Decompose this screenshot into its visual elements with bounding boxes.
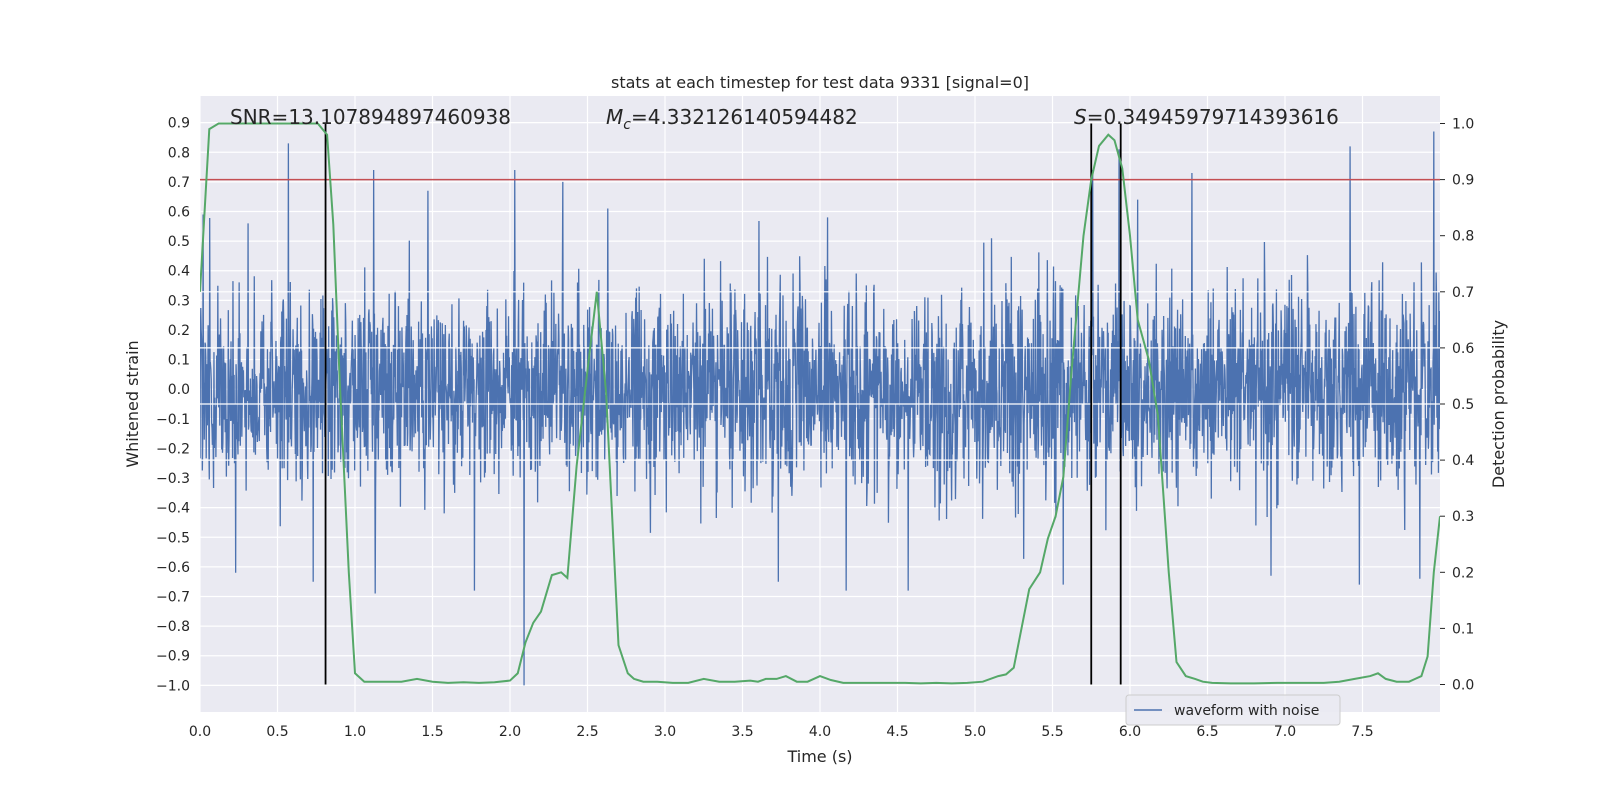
y2-tick-label: 0.0 <box>1452 678 1474 694</box>
y-tick-label: −1.0 <box>156 678 190 694</box>
s-annotation: S=0.34945979714393616 <box>1074 105 1339 129</box>
x-tick-label: 1.5 <box>421 724 443 740</box>
x-tick-label: 2.5 <box>576 724 598 740</box>
x-axis-label: Time (s) <box>786 747 852 766</box>
y-tick-label: 0.7 <box>168 175 190 191</box>
s-value: =0.34945979714393616 <box>1087 105 1339 129</box>
waveform-series <box>200 131 1440 686</box>
mc-value: =4.332126140594482 <box>631 105 858 129</box>
x-tick-label: 4.0 <box>809 724 831 740</box>
snr-prefix: SNR= <box>230 105 288 129</box>
chart-title: stats at each timestep for test data 933… <box>611 73 1029 92</box>
x-tick-label: 5.0 <box>964 724 986 740</box>
x-tick-label: 3.5 <box>731 724 753 740</box>
x-tick-label: 7.5 <box>1351 724 1373 740</box>
y-tick-label: −0.9 <box>156 649 190 665</box>
y-tick-label: 0.8 <box>168 145 190 161</box>
y-tick-label: −0.6 <box>156 560 190 576</box>
y2-tick-label: 0.4 <box>1452 453 1474 469</box>
x-tick-label: 1.0 <box>344 724 366 740</box>
y-tick-label: −0.8 <box>156 619 190 635</box>
y2-tick-label: 0.6 <box>1452 341 1474 357</box>
y2-tick-label: 0.1 <box>1452 621 1474 637</box>
x-tick-label: 6.0 <box>1119 724 1141 740</box>
y-axis-ticks: −1.0 −0.9 −0.8 −0.7 −0.6 −0.5 −0.4 −0.3 −0.2 −0.1… <box>156 116 190 695</box>
y-tick-label: 0.0 <box>168 382 190 398</box>
y-tick-label: −0.1 <box>156 412 190 428</box>
mc-symbol: M <box>606 105 623 129</box>
y2-tick-label: 1.0 <box>1452 116 1474 132</box>
chirp-mass-annotation: Mc=4.332126140594482 <box>606 105 858 133</box>
x-tick-label: 5.5 <box>1041 724 1063 740</box>
s-symbol: S <box>1074 105 1087 129</box>
y2-tick-label: 0.5 <box>1452 397 1474 413</box>
y-tick-label: −0.4 <box>156 501 190 517</box>
legend-entry: waveform with noise <box>1174 703 1319 719</box>
y-tick-label: 0.4 <box>168 264 190 280</box>
x-tick-label: 6.5 <box>1196 724 1218 740</box>
snr-annotation: SNR=13.107894897460938 <box>230 105 511 129</box>
legend-box <box>1125 694 1341 726</box>
x-tick-label: 3.0 <box>654 724 676 740</box>
y-tick-label: 0.2 <box>168 323 190 339</box>
waveform-line <box>200 131 1440 686</box>
probability-series <box>200 122 1440 685</box>
legend: waveform with noise <box>1125 694 1341 726</box>
y-tick-label: −0.5 <box>156 530 190 546</box>
x-tick-label: 0.5 <box>266 724 288 740</box>
y-tick-label: −0.2 <box>156 441 190 457</box>
x-tick-label: 0.0 <box>189 724 211 740</box>
x-tick-label: 2.0 <box>499 724 521 740</box>
y2-tick-label: 0.8 <box>1452 229 1474 245</box>
y-tick-label: −0.3 <box>156 471 190 487</box>
y2-tick-label: 0.7 <box>1452 285 1474 301</box>
x-tick-label: 4.5 <box>886 724 908 740</box>
y-tick-label: 0.5 <box>168 234 190 250</box>
y2-axis-label: Detection probability <box>1489 320 1508 488</box>
y-tick-label: 0.6 <box>168 205 190 221</box>
y-tick-label: 0.9 <box>168 116 190 132</box>
probability-line <box>200 122 1440 685</box>
y2-tick-label: 0.9 <box>1452 173 1474 189</box>
snr-value: 13.107894897460938 <box>288 105 511 129</box>
x-tick-label: 7.0 <box>1274 724 1296 740</box>
y-tick-label: 0.1 <box>168 353 190 369</box>
x-axis-ticks: 0.0 0.5 1.0 1.5 2.0 2.5 3.0 3.5 4.0 4.5 5.0 5.5 6.0 6… <box>189 724 1374 740</box>
mc-subscript: c <box>623 117 631 133</box>
vertical-markers <box>324 123 1122 685</box>
y2-axis-ticks: 0.0 0.1 0.2 0.3 0.4 0.5 0.6 0.7 0.8 0.9 1.0 <box>1440 116 1474 694</box>
y-axis-label: Whitened strain <box>123 340 142 467</box>
y2-tick-label: 0.2 <box>1452 565 1474 581</box>
y2-tick-label: 0.3 <box>1452 509 1474 525</box>
y-tick-label: 0.3 <box>168 293 190 309</box>
y-tick-label: −0.7 <box>156 590 190 606</box>
